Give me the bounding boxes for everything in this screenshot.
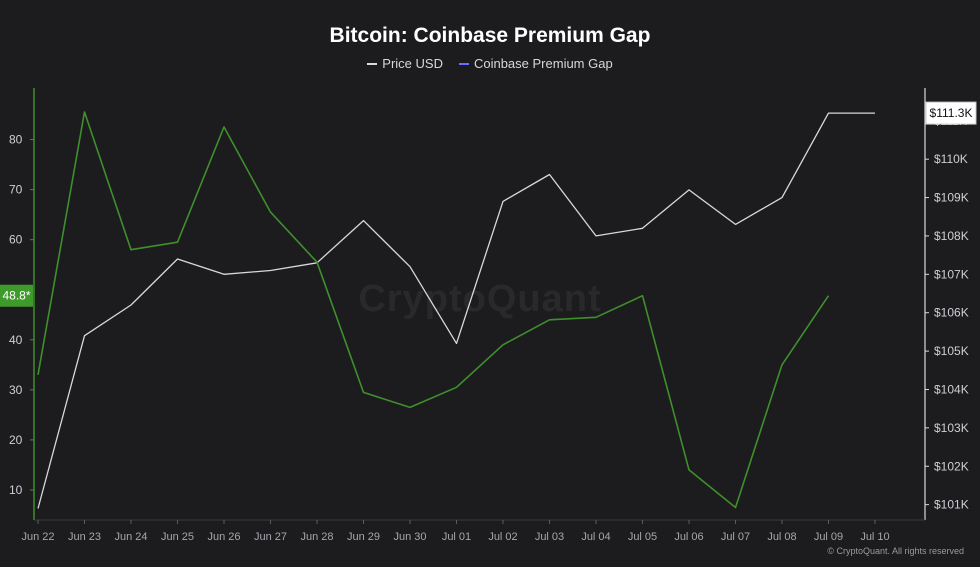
right-tick-label: $105K bbox=[934, 344, 969, 358]
x-tick-label: Jun 24 bbox=[114, 531, 147, 543]
x-tick-label: Jun 28 bbox=[300, 531, 333, 543]
chart-title: Bitcoin: Coinbase Premium Gap bbox=[329, 24, 651, 47]
copyright-notice: © CryptoQuant. All rights reserved bbox=[827, 546, 964, 556]
left-tick-label: 40 bbox=[9, 333, 23, 347]
left-tick-label: 80 bbox=[9, 133, 23, 147]
legend-item-premium-gap[interactable]: Coinbase Premium Gap bbox=[458, 56, 613, 71]
right-tick-label: $104K bbox=[934, 382, 969, 396]
right-tick-label: $107K bbox=[934, 267, 969, 281]
price-usd-line bbox=[37, 112, 875, 509]
x-tick-label: Jul 06 bbox=[674, 531, 703, 543]
x-tick-label: Jun 22 bbox=[21, 531, 54, 543]
legend-item-price[interactable]: Price USD bbox=[367, 56, 443, 71]
left-current-value-badge bbox=[0, 284, 33, 307]
chart-badges: 48.8* $111.3K bbox=[0, 101, 977, 307]
x-tick-label: Jul 10 bbox=[860, 531, 889, 543]
x-tick-label: Jul 02 bbox=[488, 531, 517, 543]
x-tick-label: Jul 08 bbox=[767, 531, 796, 543]
chart-series bbox=[37, 111, 875, 509]
watermark: CryptoQuant bbox=[358, 278, 602, 320]
legend-swatch-premium-gap bbox=[458, 62, 469, 65]
left-tick-label: 70 bbox=[9, 183, 23, 197]
x-tick-label: Jul 04 bbox=[581, 531, 610, 543]
left-tick-label: 20 bbox=[9, 433, 23, 447]
right-tick-label: $102K bbox=[934, 459, 969, 473]
x-tick-label: Jul 03 bbox=[535, 531, 564, 543]
x-tick-label: Jun 25 bbox=[161, 531, 194, 543]
legend-label-premium-gap: Coinbase Premium Gap bbox=[473, 56, 613, 71]
x-tick-label: Jul 01 bbox=[442, 531, 471, 543]
x-tick-label: Jun 30 bbox=[393, 531, 426, 543]
left-tick-label: 60 bbox=[9, 233, 23, 247]
premium-gap-line bbox=[37, 111, 830, 509]
x-tick-label: Jul 05 bbox=[628, 531, 657, 543]
chart-legend: Price USD Coinbase Premium Gap bbox=[0, 56, 980, 71]
right-tick-label: $108K bbox=[934, 229, 969, 243]
x-tick-label: Jun 26 bbox=[207, 531, 240, 543]
left-tick-label: 30 bbox=[9, 383, 23, 397]
right-current-value-label: $111.3K bbox=[930, 106, 973, 120]
chart-axes: 1020304050607080$101K$102K$103K$104K$105… bbox=[9, 88, 969, 543]
x-tick-label: Jul 09 bbox=[814, 531, 843, 543]
x-tick-label: Jun 23 bbox=[68, 531, 101, 543]
right-tick-label: $103K bbox=[934, 421, 969, 435]
x-tick-label: Jul 07 bbox=[721, 531, 750, 543]
right-tick-label: $101K bbox=[934, 498, 969, 512]
right-tick-label: $109K bbox=[934, 191, 969, 205]
right-tick-label: $110K bbox=[934, 152, 968, 166]
left-tick-label: 10 bbox=[9, 483, 23, 497]
right-tick-label: $106K bbox=[934, 306, 969, 320]
x-tick-label: Jun 29 bbox=[347, 531, 380, 543]
legend-swatch-price bbox=[367, 62, 378, 65]
right-current-value-badge bbox=[925, 101, 977, 125]
legend-label-price: Price USD bbox=[382, 56, 443, 71]
left-current-value-label: 48.8* bbox=[2, 289, 30, 303]
x-tick-label: Jun 27 bbox=[254, 531, 287, 543]
